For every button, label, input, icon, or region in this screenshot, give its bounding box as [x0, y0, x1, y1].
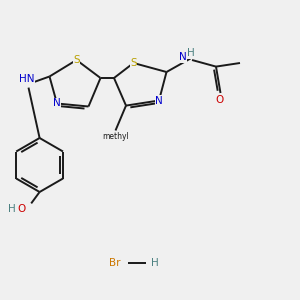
Text: N: N — [53, 98, 61, 109]
Text: methyl: methyl — [102, 132, 129, 141]
Text: H: H — [187, 48, 194, 58]
Text: N: N — [179, 52, 187, 62]
Text: HN: HN — [19, 74, 35, 85]
Text: S: S — [130, 58, 137, 68]
Text: S: S — [73, 55, 80, 65]
Text: O: O — [216, 94, 224, 105]
Text: H: H — [8, 204, 16, 214]
Text: O: O — [17, 204, 25, 214]
Text: N: N — [155, 95, 163, 106]
Text: Br: Br — [109, 257, 121, 268]
Text: H: H — [152, 257, 159, 268]
